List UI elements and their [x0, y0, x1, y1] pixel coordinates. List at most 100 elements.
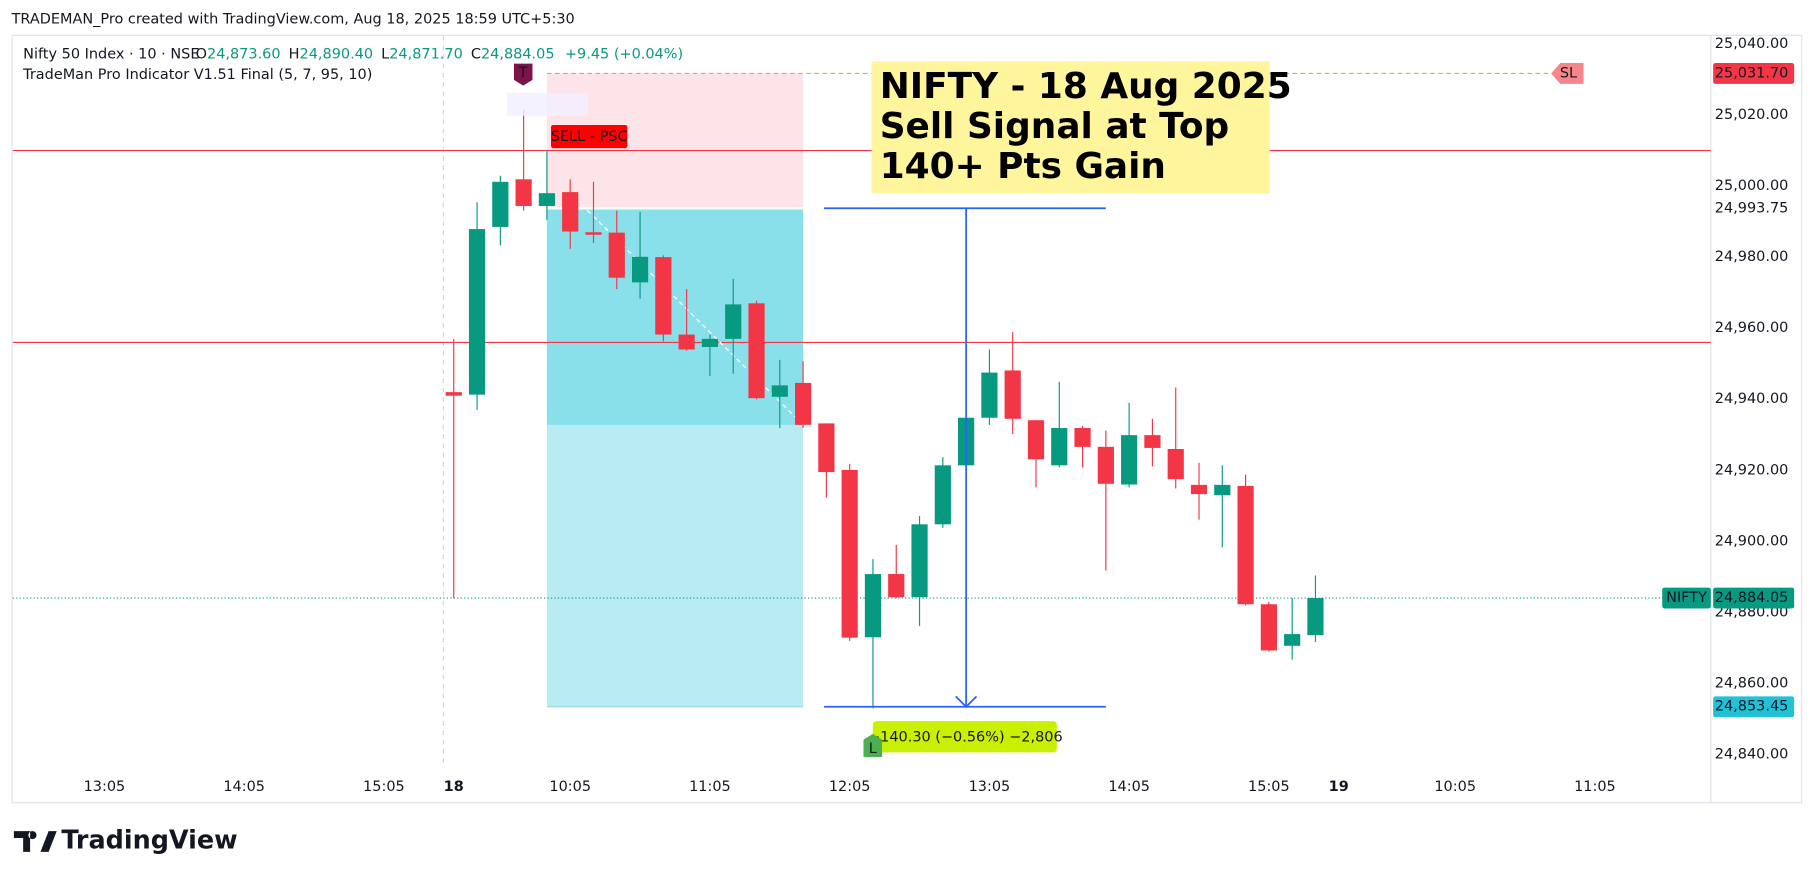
candle-body — [445, 392, 462, 396]
y-tick-label: 24,860.00 — [1715, 675, 1789, 691]
stop-tag-box — [1551, 63, 1584, 84]
candle-body — [701, 338, 719, 348]
candle-body — [631, 256, 649, 283]
last-price-label: 24,884.05 — [1715, 590, 1789, 606]
logo-mark — [13, 831, 57, 852]
candle-body — [1144, 435, 1161, 448]
measure-label: −140.30 (−0.56%) −2,806 — [868, 729, 1063, 745]
target-price-label: 24,853.45 — [1715, 699, 1789, 715]
y-tick-label: 24,980.00 — [1715, 249, 1789, 265]
candle-body — [911, 524, 928, 598]
x-tick-label: 19 — [1329, 779, 1349, 795]
credit: TRADEMAN_Pro created with TradingView.co… — [11, 12, 575, 28]
candle-body — [515, 179, 532, 206]
candle-body — [1121, 435, 1138, 485]
brand: TradingView — [61, 825, 237, 855]
stop-tag: SL — [1560, 65, 1577, 81]
candle-body — [1284, 634, 1301, 646]
legend-value: 24,873.60 — [207, 46, 281, 62]
candle-body — [818, 423, 835, 473]
y-tick-label: 25,020.00 — [1715, 107, 1789, 123]
exit-marker: L — [869, 741, 877, 757]
stop-price-label: 25,031.70 — [1715, 65, 1789, 81]
indicator-name: TradeMan Pro Indicator V1.51 Final (5, 7… — [22, 67, 372, 83]
filled-zone — [546, 208, 804, 425]
marker-ghost — [506, 92, 589, 116]
candle-body — [981, 372, 998, 418]
candle-body — [538, 193, 556, 206]
candle-body — [1074, 428, 1091, 447]
candle-body — [771, 385, 788, 397]
candle-body — [864, 574, 882, 638]
candle-body — [468, 229, 486, 395]
x-tick-label: 14:05 — [1108, 779, 1150, 795]
exit-marker-box — [863, 733, 883, 758]
annotation-box — [871, 61, 1270, 194]
x-tick-label: 10:05 — [549, 779, 591, 795]
last-tag-box — [1662, 587, 1711, 609]
y-tick-label: 24,920.00 — [1715, 462, 1789, 478]
candle-body — [1237, 485, 1254, 605]
last-price-box — [1713, 587, 1795, 609]
candle-body — [1307, 598, 1324, 636]
candle-body — [748, 303, 765, 399]
x-tick-label: 12:05 — [829, 779, 871, 795]
x-tick-label: 18 — [444, 779, 464, 795]
x-tick-label: 15:05 — [363, 779, 405, 795]
candle-body — [608, 232, 625, 278]
chart-frame — [11, 34, 1803, 804]
y-tick-label: 24,840.00 — [1715, 747, 1789, 763]
legend-value: 24,884.05 — [481, 46, 555, 62]
candle-body — [655, 257, 672, 335]
annotation: 140+ Pts Gain — [880, 146, 1166, 187]
legend-tag: H — [289, 46, 300, 62]
candle-body — [585, 232, 602, 235]
signal-label: SELL - PSC — [551, 129, 628, 145]
y-tick-label: 25,000.00 — [1715, 178, 1789, 194]
logo: TradingView — [13, 825, 238, 855]
legend-change: +9.45 (+0.04%) — [565, 46, 683, 62]
x-tick-label: 10:05 — [1434, 779, 1476, 795]
signal-box — [550, 125, 628, 149]
candle-body — [492, 181, 509, 227]
legend-tag: O — [196, 46, 207, 62]
candle-body — [1214, 484, 1231, 496]
x-tick-label: 11:05 — [689, 779, 731, 795]
x-tick-label: 15:05 — [1248, 779, 1290, 795]
candle-body — [1260, 604, 1277, 651]
x-tick-label: 14:05 — [223, 779, 265, 795]
legend-tag: L — [381, 46, 389, 62]
y-tick-label: 24,960.00 — [1715, 320, 1789, 336]
y-tick-label: 24,940.00 — [1715, 391, 1789, 407]
candle-body — [725, 304, 742, 339]
legend-ohlc: O24,873.60 H24,890.40 L24,871.70 C24,884… — [196, 46, 684, 62]
entry-axis-box — [1713, 197, 1795, 219]
legend-value: 24,871.70 — [389, 46, 463, 62]
y-tick-label: 24,900.00 — [1715, 533, 1789, 549]
candle-body — [794, 382, 812, 425]
legend-value: 24,890.40 — [300, 46, 374, 62]
legend-tag: C — [471, 46, 481, 62]
candle-body — [1027, 420, 1045, 460]
candle-body — [1004, 370, 1021, 419]
candle-body — [1167, 448, 1184, 480]
entry-axis-label: 24,993.75 — [1715, 200, 1789, 216]
candle-body — [1097, 446, 1114, 484]
x-tick-label: 11:05 — [1574, 779, 1616, 795]
annotation: Sell Signal at Top — [880, 106, 1229, 147]
entry-marker-box — [513, 63, 533, 86]
y-tick-label: 25,040.00 — [1715, 36, 1789, 52]
stop-price-box — [1713, 63, 1795, 84]
target-price-box — [1713, 696, 1795, 718]
candle-body — [934, 465, 951, 525]
legend-symbol: Nifty 50 Index · 10 · NSE — [23, 46, 199, 62]
candle-body — [678, 334, 695, 350]
candle-body — [888, 574, 905, 598]
last-tag: NIFTY — [1666, 590, 1707, 606]
annotation: NIFTY - 18 Aug 2025 — [880, 66, 1292, 107]
candle-body — [562, 192, 579, 232]
candle-body — [1051, 428, 1068, 466]
plot: 25,040.00 25,020.00 25,000.00 24,980.00 24,9… — [12, 36, 1795, 795]
